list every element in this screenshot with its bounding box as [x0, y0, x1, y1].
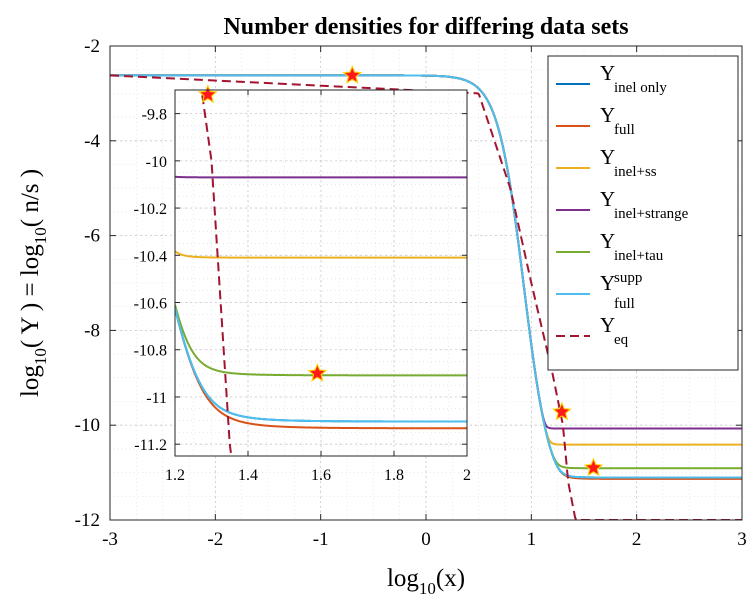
star-marker	[197, 84, 218, 104]
legend-entry: Y	[600, 187, 615, 211]
chart-title: Number densities for differing data sets	[223, 14, 628, 40]
series-line	[175, 175, 467, 179]
star-marker	[551, 401, 572, 421]
inset-ticks: 1.2 1.4 1.6 1.8 2 -9.8 -10 -10.2 -10.4 -10.6 -10.8…	[134, 90, 471, 484]
main-markers	[342, 64, 604, 477]
series-line	[110, 74, 742, 479]
main-ticks: -3 -2 -1 0 1 2 3-12-10-8-6-4-2	[75, 36, 747, 550]
x-tick-label: -3	[102, 529, 118, 550]
y-tick-label: -10	[75, 415, 100, 436]
legend-entry: Y	[600, 313, 615, 337]
series-line	[175, 307, 467, 423]
x-axis-label-rest: (x)	[436, 565, 465, 592]
star-marker	[307, 362, 328, 382]
x-tick-label: 1	[527, 529, 537, 550]
x-axis-label: log10(x)	[387, 565, 465, 598]
y-axis-label-b: ( Y ) = log	[17, 244, 44, 348]
series-line	[175, 250, 467, 259]
inset-grid	[174, 89, 468, 457]
y-axis-label: log10( Y ) = log10( n/s )	[17, 169, 50, 397]
x-tick-label: 2	[632, 529, 642, 550]
y-tick-label: -10.4	[134, 248, 167, 265]
x-axis-label-sub: 10	[419, 579, 436, 598]
x-tick-label: 0	[421, 529, 431, 550]
x-tick-label: -2	[207, 529, 223, 550]
y-tick-label: -11	[146, 390, 167, 407]
y-tick-label: -10	[146, 154, 167, 171]
y-tick-label: -9.8	[142, 107, 167, 124]
legend-entry-sub: eq	[614, 332, 629, 348]
legend-entry-sub: inel only	[614, 80, 667, 96]
legend-entry: Y	[600, 145, 615, 169]
legend-entry: Y	[600, 271, 615, 295]
x-tick-label: 1.8	[384, 467, 404, 484]
y-tick-label: -2	[84, 36, 100, 57]
inset-markers	[197, 84, 328, 382]
legend-entry-sup: supp	[614, 270, 642, 286]
x-tick-label: 1.2	[165, 467, 185, 484]
legend-box	[547, 55, 739, 371]
y-tick-label: -12	[75, 510, 100, 531]
legend-entry: Y	[600, 229, 615, 253]
y-tick-label: -4	[84, 131, 100, 152]
y-tick-label: -10.8	[134, 343, 167, 360]
legend-entry: Y	[600, 103, 615, 127]
star-marker	[342, 64, 363, 84]
x-tick-label: 1.4	[238, 467, 258, 484]
legend-entry: Y	[600, 61, 615, 85]
y-axis-label-asub: 10	[31, 348, 50, 365]
x-tick-label: 3	[737, 529, 747, 550]
y-axis-label-a: log	[17, 365, 44, 397]
legend-entry-sub: inel+strange	[614, 206, 689, 222]
y-tick-label: -8	[84, 320, 100, 341]
legend-entry-sub: inel+ss	[614, 164, 657, 180]
y-axis-label-bsub: 10	[31, 227, 50, 244]
y-tick-label: -6	[84, 226, 100, 247]
legend-entry-sub: full	[614, 296, 635, 312]
x-axis-label-base: log	[387, 565, 419, 592]
series-line	[175, 307, 467, 430]
x-tick-label: 1.6	[311, 467, 331, 484]
x-tick-label: 2	[463, 467, 471, 484]
y-tick-label: -10.6	[134, 296, 167, 313]
y-tick-label: -10.2	[134, 201, 167, 218]
series-line-eq	[200, 90, 233, 456]
inset-series	[175, 90, 467, 456]
y-tick-label: -11.2	[134, 437, 167, 454]
legend-entry-sub: inel+tau	[614, 248, 664, 264]
y-axis-label-c: ( n/s )	[17, 169, 44, 227]
star-marker	[583, 457, 604, 477]
legend-entry-sub: full	[614, 122, 635, 138]
x-tick-label: -1	[313, 529, 329, 550]
